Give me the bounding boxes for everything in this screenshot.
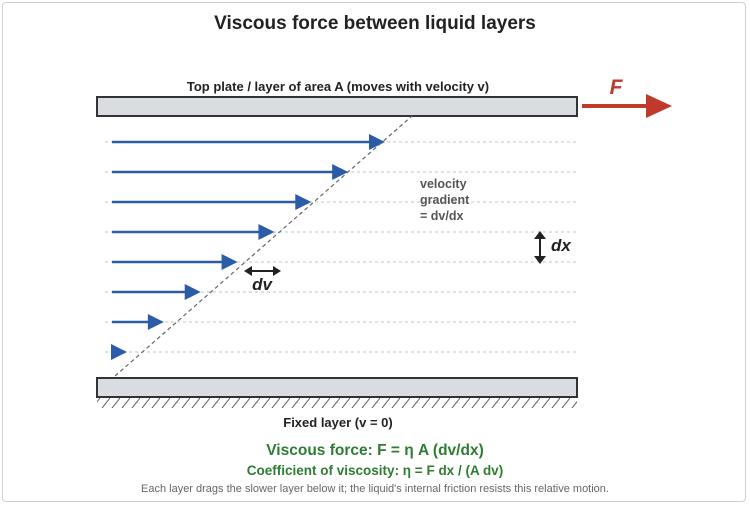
velocity-arrow-head <box>258 224 275 240</box>
liquid-layers <box>105 134 577 360</box>
fixed-layer-label: Fixed layer (v = 0) <box>283 415 392 430</box>
gradient-label-line-2: gradient <box>420 193 470 207</box>
dv-arrow <box>244 266 281 276</box>
velocity-gradient-label: velocity gradient = dv/dx <box>420 177 473 223</box>
velocity-arrow-head <box>111 344 127 360</box>
velocity-arrow-head <box>147 314 164 330</box>
diagram-title: Viscous force between liquid layers <box>214 13 536 34</box>
viscous-force-formula: Viscous force: F = η A (dv/dx) <box>266 442 483 459</box>
dx-label: dx <box>551 236 572 255</box>
gradient-label-line-3: = dv/dx <box>420 209 463 223</box>
dx-arrow <box>534 231 546 264</box>
fixed-plate <box>96 377 578 398</box>
force-arrow <box>582 94 672 118</box>
ground-hatching <box>97 398 577 410</box>
top-plate <box>96 96 578 117</box>
velocity-arrow-head <box>295 194 312 210</box>
velocity-arrow-head <box>221 254 238 270</box>
velocity-arrow-head <box>332 164 349 180</box>
velocity-arrow-head <box>184 284 201 300</box>
force-symbol: F <box>610 76 624 99</box>
velocity-gradient-line <box>114 115 413 377</box>
top-plate-label: Top plate / layer of area A (moves with … <box>187 79 489 94</box>
velocity-arrow-head <box>369 134 385 150</box>
gradient-label-line-1: velocity <box>420 177 467 191</box>
dv-label: dv <box>252 275 273 294</box>
coefficient-formula: Coefficient of viscosity: η = F dx / (A … <box>247 463 503 478</box>
footnote: Each layer drags the slower layer below … <box>141 483 609 495</box>
